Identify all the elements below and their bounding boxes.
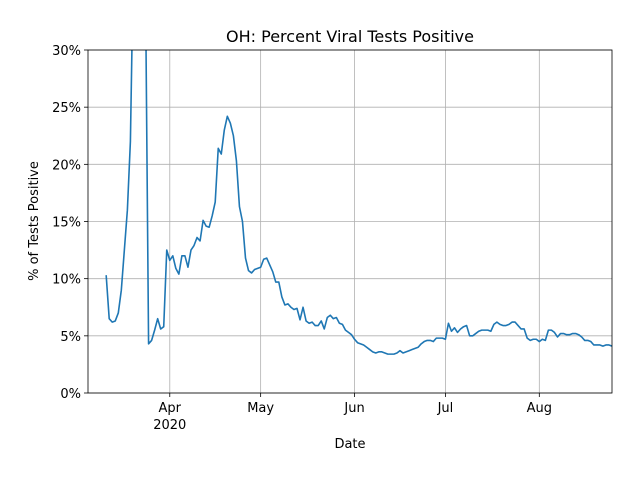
x-tick-label: Aug xyxy=(527,401,552,416)
y-tick-label: 30% xyxy=(52,44,81,59)
data-line xyxy=(105,50,612,355)
x-year-label: 2020 xyxy=(153,418,186,433)
y-tick-label: 20% xyxy=(52,158,81,173)
x-tick-label: Jul xyxy=(437,401,454,416)
plot-area xyxy=(105,50,612,355)
y-tick-label: 5% xyxy=(60,330,81,345)
x-tick-label: Apr xyxy=(159,401,182,416)
y-tick-label: 0% xyxy=(60,387,81,402)
y-tick-label: 10% xyxy=(52,273,81,288)
x-axis-label: Date xyxy=(334,437,365,452)
y-tick-label: 25% xyxy=(52,101,81,116)
chart-title: OH: Percent Viral Tests Positive xyxy=(226,27,474,46)
y-tick-label: 15% xyxy=(52,216,81,231)
x-tick-label: Jun xyxy=(343,401,364,416)
grid-layer xyxy=(88,49,612,394)
y-axis-label: % of Tests Positive xyxy=(27,161,42,281)
x-tick-label: May xyxy=(247,401,274,416)
